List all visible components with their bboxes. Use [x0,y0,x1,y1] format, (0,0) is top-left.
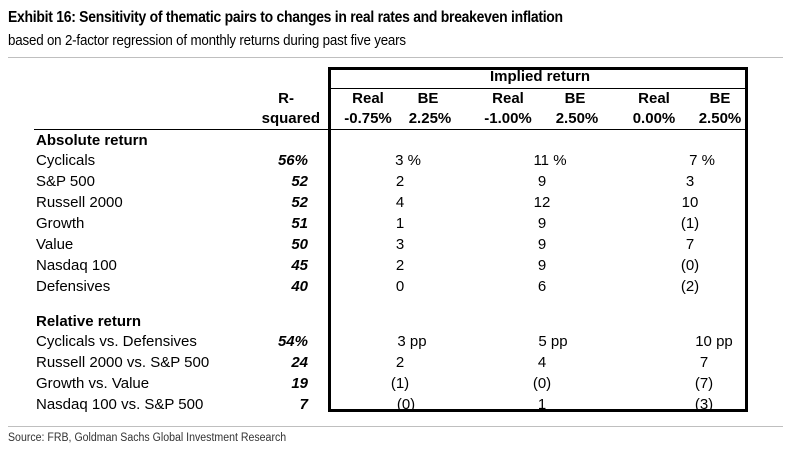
row-value-3: (3) [694,396,714,413]
row-rsq: 54% [277,333,308,350]
row-value-2: 11 % [533,152,567,169]
row-rsq: 45 [291,257,308,274]
row-rsq: 56% [277,152,308,169]
scenario-2-real-value: -1.00% [484,110,532,127]
section-title-relative: Relative return [36,313,142,330]
rsq-header-line1: R- [278,90,294,107]
row-label: Cyclicals [36,152,96,169]
row-rsq: 51 [291,215,308,232]
scenario-3-real-label: Real [638,90,670,107]
row-rsq: 7 [299,396,308,413]
row-value-3: 10 [681,194,699,211]
scenario-2-be-value: 2.50% [555,110,599,127]
row-value-3: (7) [694,375,714,392]
row-value-2: 9 [537,236,547,253]
scenario-1-real-label: Real [352,90,384,107]
row-value-2: 4 [537,354,547,371]
scenario-1-be-value: 2.25% [408,110,452,127]
rsq-header-line2: squared [261,110,320,127]
row-value-2: 5 pp [538,333,568,350]
row-value-1: 2 [395,257,405,274]
section-title-absolute: Absolute return [36,132,148,149]
row-label: S&P 500 [36,173,95,190]
scenario-1-be-label: BE [417,90,439,107]
bottom-divider [8,426,783,427]
row-value-3: 7 [685,236,695,253]
row-value-2: 1 [537,396,547,413]
row-rsq: 50 [291,236,308,253]
row-value-1: 2 [395,354,405,371]
implied-return-frame [328,67,748,412]
row-rsq: 40 [291,278,308,295]
row-value-1: (1) [390,375,410,392]
scenario-2-real-label: Real [492,90,524,107]
row-value-2: 12 [533,194,551,211]
row-rsq: 52 [291,173,308,190]
scenario-3-be-label: BE [709,90,731,107]
row-value-2: (0) [532,375,552,392]
row-label: Russell 2000 [36,194,123,211]
row-value-3: (2) [680,278,700,295]
exhibit-title: Exhibit 16: Sensitivity of thematic pair… [8,9,563,26]
row-label: Value [36,236,74,253]
row-value-3: (0) [680,257,700,274]
row-label: Defensives [36,278,111,295]
row-label: Nasdaq 100 vs. S&P 500 [36,396,204,413]
row-value-1: 0 [395,278,405,295]
row-value-1: 2 [395,173,405,190]
row-value-2: 9 [537,215,547,232]
row-rsq: 24 [291,354,308,371]
row-value-1: (0) [396,396,416,413]
row-rsq: 19 [291,375,308,392]
scenario-1-real-value: -0.75% [344,110,392,127]
exhibit-subtitle: based on 2-factor regression of monthly … [8,33,406,49]
row-value-3: (1) [680,215,700,232]
row-label: Cyclicals vs. Defensives [36,333,197,350]
row-value-3: 7 % [689,152,715,169]
scenario-3-real-value: 0.00% [632,110,676,127]
implied-return-header: Implied return [489,68,590,85]
row-label: Growth [36,215,85,232]
row-value-1: 4 [395,194,405,211]
header-bottom-rule [34,129,745,130]
row-value-1: 3 pp [397,333,427,350]
top-divider [8,57,783,58]
row-value-1: 1 [395,215,405,232]
implied-header-rule [331,88,745,89]
row-label: Nasdaq 100 [36,257,117,274]
row-label: Growth vs. Value [36,375,150,392]
row-value-1: 3 % [395,152,421,169]
row-value-1: 3 [395,236,405,253]
row-label: Russell 2000 vs. S&P 500 [36,354,210,371]
row-value-2: 9 [537,173,547,190]
row-value-2: 6 [537,278,547,295]
row-value-3: 7 [699,354,709,371]
row-value-3: 10 pp [695,333,733,350]
scenario-3-be-value: 2.50% [698,110,742,127]
row-value-3: 3 [685,173,695,190]
row-value-2: 9 [537,257,547,274]
scenario-2-be-label: BE [564,90,586,107]
source-note: Source: FRB, Goldman Sachs Global Invest… [8,432,287,444]
row-rsq: 52 [291,194,308,211]
